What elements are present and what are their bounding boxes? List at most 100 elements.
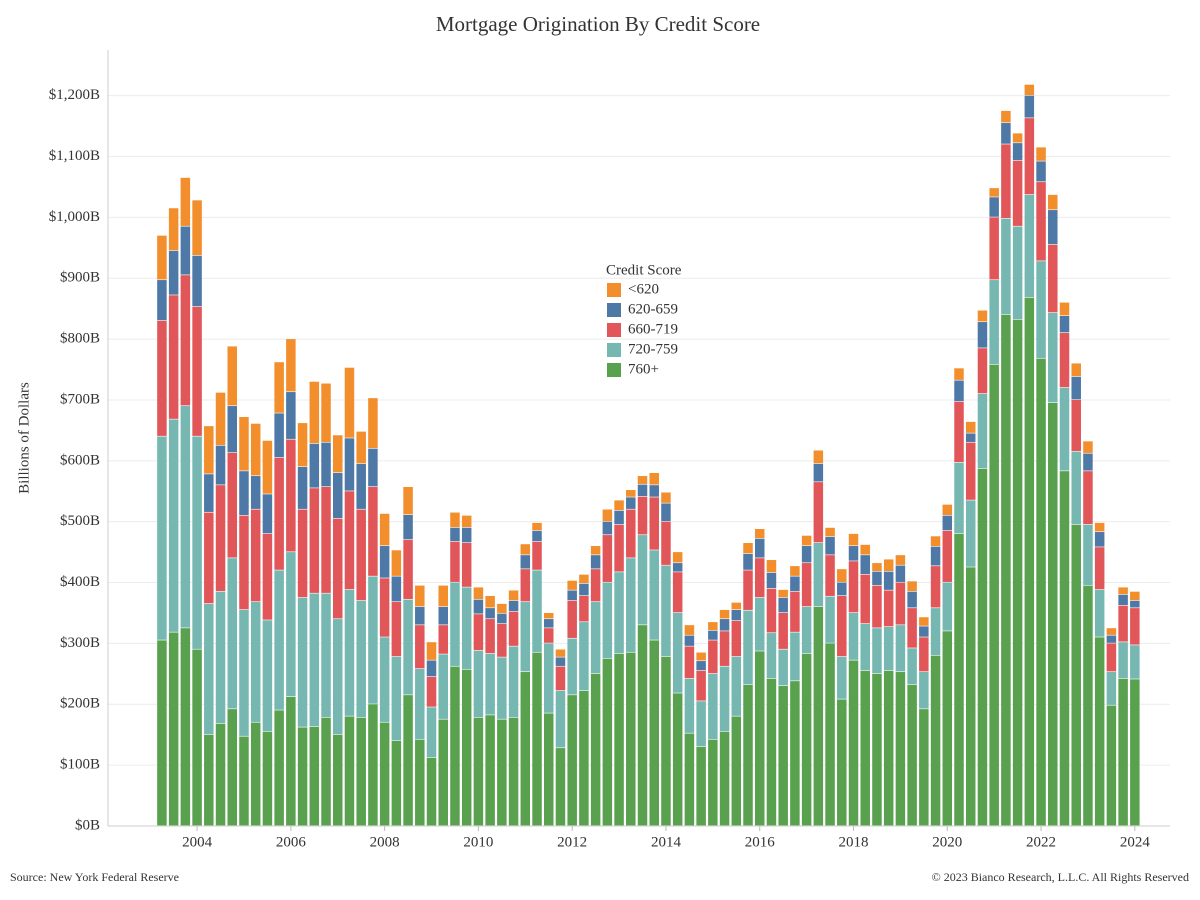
bar-segment [403, 486, 413, 515]
bar-segment [825, 643, 835, 826]
bar-segment [1048, 210, 1058, 245]
bar-segment [520, 602, 531, 672]
bar-segment [766, 678, 777, 826]
bar-segment [250, 602, 261, 722]
bar-segment [192, 306, 202, 436]
bar-segment [743, 684, 753, 826]
legend-swatch [607, 343, 621, 357]
bar-segment [860, 574, 870, 624]
bar-segment [579, 690, 589, 826]
bar-segment [825, 596, 835, 643]
bar-segment [274, 710, 284, 826]
bar-segment [391, 740, 402, 826]
bar-segment [250, 722, 261, 826]
bar-segment [649, 485, 659, 497]
bar-segment [590, 546, 601, 555]
bar-segment [989, 197, 999, 217]
bar-segment [883, 590, 894, 627]
bar-segment [719, 631, 730, 666]
bar-segment [731, 620, 742, 657]
bar-segment [461, 669, 472, 826]
bar-segment [555, 748, 566, 826]
bar-segment [801, 606, 812, 654]
bar-segment [215, 723, 226, 826]
bar-segment [227, 406, 238, 453]
bar-segment [708, 630, 718, 640]
bar-segment [180, 275, 191, 406]
bar-segment [907, 608, 917, 648]
bar-segment [954, 380, 964, 402]
bar-segment [204, 512, 214, 604]
bar-segment [473, 599, 484, 614]
bar-segment [180, 406, 191, 628]
bar-segment [1118, 605, 1128, 642]
bar-segment [614, 653, 624, 826]
bar-segment [532, 570, 542, 652]
bar-segment [344, 438, 355, 491]
bar-segment [368, 448, 378, 487]
bar-segment [1130, 600, 1140, 608]
bar-segment [719, 609, 730, 619]
bar-segment [1083, 524, 1093, 585]
bar-segment [977, 393, 988, 469]
bar-segment [473, 587, 484, 599]
bar-segment [239, 417, 249, 471]
bar-segment [426, 642, 437, 660]
bar-segment [461, 542, 472, 587]
bar-segment [1106, 628, 1117, 635]
bar-segment [977, 322, 988, 348]
bar-segment [942, 515, 953, 531]
bar-segment [684, 733, 695, 826]
bar-segment [1106, 705, 1117, 826]
bar-segment [672, 563, 683, 572]
bar-segment [989, 280, 999, 365]
bar-segment [649, 497, 659, 550]
bar-segment [614, 572, 624, 654]
bar-segment [379, 578, 390, 637]
bar-segment [356, 463, 366, 509]
bar-segment [321, 383, 331, 442]
bar-segment [708, 739, 718, 826]
bar-segment [192, 200, 202, 256]
bar-segment [696, 652, 706, 661]
bar-segment [180, 628, 191, 826]
copyright: © 2023 Bianco Research, L.L.C. All Right… [932, 870, 1189, 884]
bar-segment [332, 734, 343, 826]
bar-segment [942, 582, 953, 631]
bar-segment [286, 439, 296, 552]
bar-segment [368, 398, 378, 449]
bar-segment [590, 602, 601, 674]
bar-segment [1083, 441, 1093, 453]
bar-segment [977, 310, 988, 322]
bar-segment [227, 709, 238, 826]
bar-segment [602, 535, 613, 582]
bar-segment [801, 653, 812, 826]
bar-segment [497, 613, 507, 624]
bar-segment [919, 672, 929, 709]
bar-segment [391, 576, 402, 602]
bar-segment [450, 541, 460, 582]
bar-segment [848, 612, 859, 660]
bar-segment [754, 538, 765, 558]
x-tick-label: 2014 [651, 834, 682, 850]
bar-segment [1048, 244, 1058, 313]
bar-segment [1071, 376, 1081, 400]
bar-segment [1059, 302, 1070, 316]
bar-segment [239, 609, 249, 736]
y-tick-label: $100B [60, 757, 100, 773]
bar-segment [239, 471, 249, 515]
bar-segment [590, 569, 601, 602]
bar-segment [426, 676, 437, 707]
bar-segment [168, 632, 179, 826]
bar-segment [825, 536, 835, 555]
bar-segment [497, 719, 507, 826]
bar-segment [848, 561, 859, 613]
bar-segment [1094, 522, 1105, 532]
bar-segment [579, 622, 589, 691]
bar-segment [332, 619, 343, 735]
bar-segment [754, 528, 765, 539]
bar-segment [438, 654, 448, 719]
bar-segment [883, 626, 894, 671]
y-tick-label: $200B [60, 696, 100, 712]
bar-segment [379, 513, 390, 546]
